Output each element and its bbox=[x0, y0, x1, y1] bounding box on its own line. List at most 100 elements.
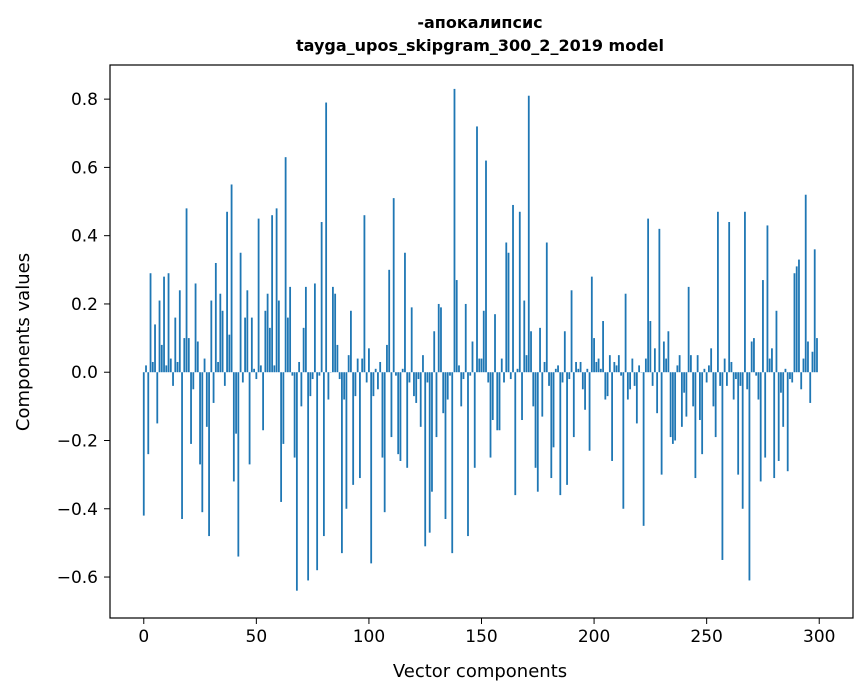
bar-213 bbox=[622, 372, 625, 509]
bar-283 bbox=[780, 372, 782, 393]
bar-148 bbox=[476, 126, 478, 373]
bar-139 bbox=[455, 280, 458, 373]
bar-194 bbox=[579, 361, 582, 373]
bar-18 bbox=[183, 338, 186, 373]
bar-23 bbox=[194, 283, 197, 373]
bar-135 bbox=[446, 372, 449, 400]
bar-279 bbox=[771, 348, 773, 373]
bar-195 bbox=[581, 372, 584, 390]
bar-290 bbox=[795, 266, 798, 373]
bar-232 bbox=[665, 358, 668, 373]
bar-246 bbox=[696, 355, 699, 373]
bar-88 bbox=[341, 372, 343, 554]
bar-143 bbox=[464, 303, 467, 373]
bar-164 bbox=[512, 204, 514, 373]
bar-106 bbox=[381, 372, 384, 458]
bar-267 bbox=[744, 211, 746, 373]
bar-81 bbox=[325, 102, 328, 373]
bar-76 bbox=[313, 283, 316, 373]
bar-197 bbox=[586, 368, 589, 373]
bar-45 bbox=[244, 317, 246, 373]
bar-160 bbox=[503, 372, 505, 383]
bar-6 bbox=[156, 372, 159, 424]
bar-31 bbox=[212, 372, 215, 403]
bar-29 bbox=[208, 372, 210, 537]
bar-245 bbox=[694, 372, 697, 479]
y-tick-label: 0.8 bbox=[71, 90, 98, 110]
bar-199 bbox=[590, 276, 593, 373]
bar-233 bbox=[667, 331, 670, 373]
bar-110 bbox=[390, 372, 393, 438]
y-tick-label: −0.6 bbox=[57, 568, 98, 588]
bar-28 bbox=[205, 372, 208, 427]
bar-50 bbox=[255, 372, 258, 380]
bar-137 bbox=[451, 372, 454, 554]
bar-228 bbox=[656, 372, 659, 414]
bar-200 bbox=[593, 338, 595, 373]
bar-185 bbox=[559, 372, 562, 496]
bar-109 bbox=[388, 269, 391, 373]
bar-204 bbox=[602, 321, 604, 373]
bar-253 bbox=[712, 372, 715, 407]
bar-189 bbox=[568, 372, 571, 380]
bar-211 bbox=[617, 355, 620, 373]
bar-49 bbox=[253, 368, 255, 373]
bar-193 bbox=[577, 368, 580, 373]
bar-119 bbox=[410, 307, 413, 373]
bar-192 bbox=[575, 361, 577, 373]
bar-3 bbox=[149, 273, 152, 373]
bar-96 bbox=[359, 372, 361, 479]
bar-67 bbox=[293, 372, 296, 458]
chart-title-line2: tayga_upos_skipgram_300_2_2019 model bbox=[296, 36, 664, 55]
bar-98 bbox=[363, 215, 366, 373]
bar-33 bbox=[217, 361, 219, 373]
bar-38 bbox=[228, 334, 231, 373]
bar-15 bbox=[176, 361, 179, 373]
bar-112 bbox=[395, 372, 397, 376]
bar-11 bbox=[167, 273, 170, 373]
bar-237 bbox=[676, 365, 679, 373]
bar-115 bbox=[401, 368, 404, 373]
bar-21 bbox=[190, 372, 192, 444]
bar-122 bbox=[417, 372, 420, 380]
bar-216 bbox=[629, 372, 631, 390]
bar-198 bbox=[588, 372, 591, 451]
bar-58 bbox=[273, 365, 276, 373]
bar-117 bbox=[406, 372, 409, 468]
bar-142 bbox=[462, 372, 465, 380]
bar-74 bbox=[309, 372, 312, 397]
bar-105 bbox=[379, 361, 382, 373]
bar-127 bbox=[428, 372, 431, 533]
bar-40 bbox=[232, 372, 235, 482]
bar-36 bbox=[223, 372, 226, 386]
bar-155 bbox=[491, 372, 494, 421]
bar-275 bbox=[762, 280, 764, 373]
bar-156 bbox=[494, 314, 496, 373]
bar-32 bbox=[214, 262, 217, 373]
bar-24 bbox=[196, 341, 199, 373]
bar-151 bbox=[482, 310, 485, 373]
bar-48 bbox=[250, 317, 253, 373]
bar-284 bbox=[782, 372, 785, 427]
bar-64 bbox=[286, 317, 289, 373]
bar-53 bbox=[262, 372, 264, 431]
bar-243 bbox=[689, 355, 692, 373]
bar-54 bbox=[264, 310, 267, 373]
bar-250 bbox=[705, 372, 708, 383]
bar-272 bbox=[755, 372, 758, 376]
bar-265 bbox=[739, 372, 742, 386]
y-tick-label: −0.2 bbox=[57, 431, 98, 451]
bar-103 bbox=[374, 368, 377, 373]
bar-161 bbox=[505, 242, 508, 373]
bars-group bbox=[142, 88, 818, 591]
bar-162 bbox=[507, 252, 510, 373]
bar-52 bbox=[259, 365, 262, 373]
bar-154 bbox=[489, 372, 492, 458]
bar-120 bbox=[413, 372, 415, 397]
bar-172 bbox=[530, 331, 532, 373]
bar-244 bbox=[692, 372, 695, 407]
bar-27 bbox=[203, 358, 206, 373]
x-tick-label: 0 bbox=[138, 627, 149, 647]
bar-9 bbox=[163, 276, 165, 373]
